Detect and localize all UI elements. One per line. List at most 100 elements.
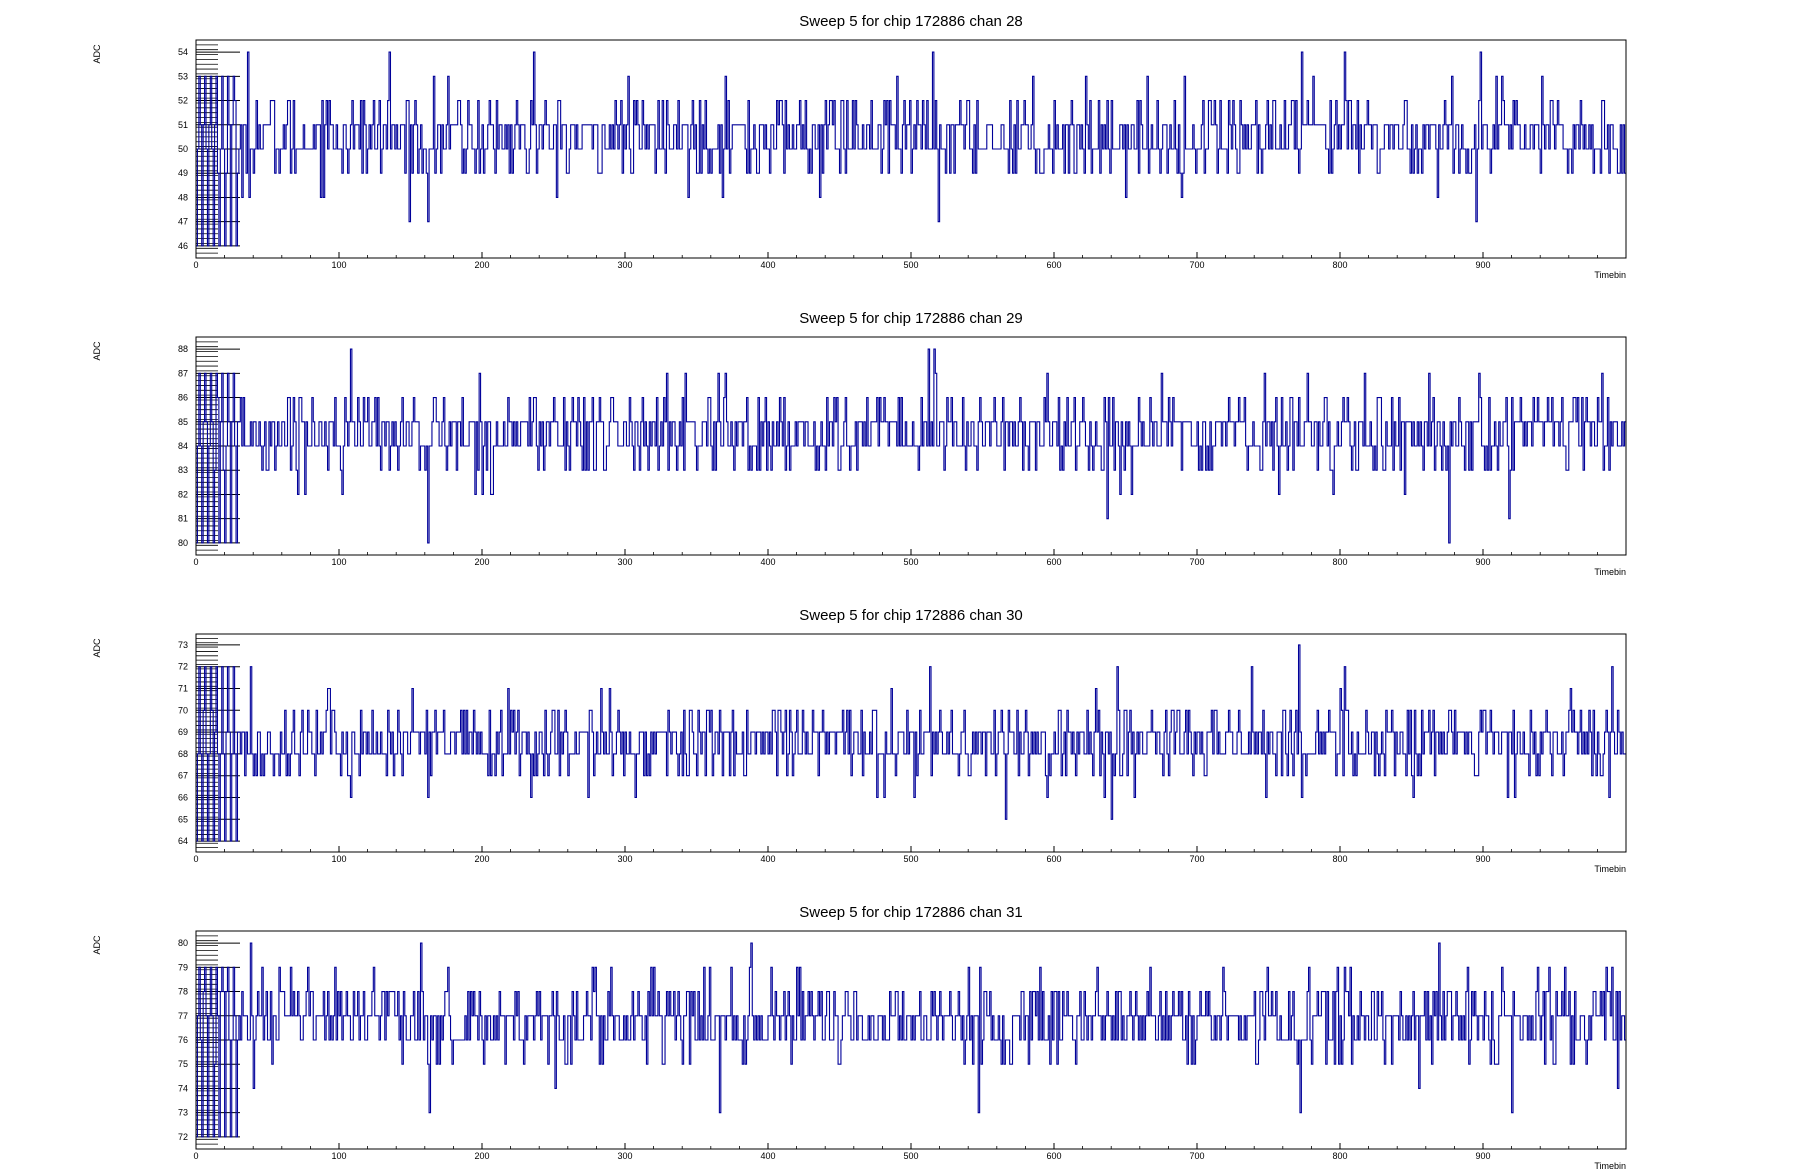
y-tick-label: 71 <box>178 684 188 694</box>
y-tick-label: 86 <box>178 393 188 403</box>
chart-panel-1: Sweep 5 for chip 172886 chan 28 ADC Timebi… <box>92 13 1627 280</box>
y-tick-label: 52 <box>178 96 188 106</box>
x-tick-label: 200 <box>474 260 489 270</box>
x-tick-label: 0 <box>193 1151 198 1161</box>
series-line <box>196 644 1626 842</box>
chart-title: Sweep 5 for chip 172886 chan 31 <box>799 904 1023 921</box>
x-tick-label: 700 <box>1189 557 1204 567</box>
x-tick-label: 300 <box>617 260 632 270</box>
x-tick-label: 600 <box>1046 854 1061 864</box>
chart-title: Sweep 5 for chip 172886 chan 30 <box>799 607 1023 624</box>
y-tick-label: 88 <box>178 344 188 354</box>
y-tick-label: 50 <box>178 144 188 154</box>
x-tick-label: 600 <box>1046 260 1061 270</box>
x-tick-label: 800 <box>1332 1151 1347 1161</box>
plot-frame <box>195 336 1627 556</box>
y-tick-label: 70 <box>178 705 188 715</box>
y-tick-label: 66 <box>178 793 188 803</box>
y-axis-label: ADC <box>92 638 102 658</box>
x-tick-label: 100 <box>331 854 346 864</box>
x-tick-label: 900 <box>1475 260 1490 270</box>
x-tick-label: 300 <box>617 1151 632 1161</box>
y-tick-label: 79 <box>178 962 188 972</box>
x-tick-label: 700 <box>1189 1151 1204 1161</box>
x-tick-label: 200 <box>474 1151 489 1161</box>
y-tick-label: 67 <box>178 771 188 781</box>
y-tick-label: 87 <box>178 368 188 378</box>
x-tick-label: 700 <box>1189 260 1204 270</box>
y-tick-label: 48 <box>178 192 188 202</box>
y-tick-label: 69 <box>178 727 188 737</box>
y-axis-label: ADC <box>92 935 102 955</box>
x-tick-label: 500 <box>903 260 918 270</box>
y-tick-label: 77 <box>178 1011 188 1021</box>
series-line <box>196 942 1626 1138</box>
x-tick-label: 0 <box>193 557 198 567</box>
x-tick-label: 900 <box>1475 557 1490 567</box>
x-tick-label: 400 <box>760 260 775 270</box>
x-tick-label: 200 <box>474 854 489 864</box>
y-tick-label: 75 <box>178 1059 188 1069</box>
x-axis-label: Timebin <box>1594 567 1626 577</box>
x-tick-label: 100 <box>331 1151 346 1161</box>
y-tick-label: 80 <box>178 538 188 548</box>
plot-frame <box>195 39 1627 259</box>
series-line <box>196 51 1626 247</box>
x-tick-label: 400 <box>760 854 775 864</box>
y-tick-label: 47 <box>178 217 188 227</box>
x-tick-label: 100 <box>331 260 346 270</box>
y-tick-label: 78 <box>178 987 188 997</box>
y-tick-label: 65 <box>178 814 188 824</box>
x-axis-label: Timebin <box>1594 270 1626 280</box>
y-tick-label: 49 <box>178 168 188 178</box>
plot-frame <box>195 930 1627 1150</box>
x-tick-label: 600 <box>1046 557 1061 567</box>
x-tick-label: 900 <box>1475 854 1490 864</box>
y-tick-label: 85 <box>178 417 188 427</box>
y-tick-label: 54 <box>178 47 188 57</box>
y-tick-label: 76 <box>178 1035 188 1045</box>
x-tick-label: 700 <box>1189 854 1204 864</box>
y-axis-label: ADC <box>92 44 102 64</box>
y-tick-label: 82 <box>178 489 188 499</box>
x-tick-label: 800 <box>1332 260 1347 270</box>
y-axis-label: ADC <box>92 341 102 361</box>
y-tick-label: 72 <box>178 1132 188 1142</box>
x-tick-label: 500 <box>903 854 918 864</box>
y-tick-label: 72 <box>178 662 188 672</box>
y-tick-label: 74 <box>178 1083 188 1093</box>
x-tick-label: 0 <box>193 260 198 270</box>
panels: Sweep 5 for chip 172886 chan 28 ADC Timebi… <box>92 13 1627 1171</box>
chart-title: Sweep 5 for chip 172886 chan 29 <box>799 310 1023 327</box>
x-tick-label: 500 <box>903 1151 918 1161</box>
x-tick-label: 900 <box>1475 1151 1490 1161</box>
x-tick-label: 0 <box>193 854 198 864</box>
y-tick-label: 53 <box>178 71 188 81</box>
x-tick-label: 800 <box>1332 854 1347 864</box>
y-tick-label: 73 <box>178 1108 188 1118</box>
y-tick-label: 68 <box>178 749 188 759</box>
y-tick-label: 73 <box>178 640 188 650</box>
x-tick-label: 100 <box>331 557 346 567</box>
x-tick-label: 800 <box>1332 557 1347 567</box>
y-tick-label: 81 <box>178 514 188 524</box>
y-tick-label: 80 <box>178 938 188 948</box>
y-tick-label: 64 <box>178 836 188 846</box>
y-tick-label: 84 <box>178 441 188 451</box>
y-tick-label: 46 <box>178 241 188 251</box>
plot-frame <box>195 633 1627 853</box>
chart-panel-2: Sweep 5 for chip 172886 chan 29 ADC Timebi… <box>92 310 1627 577</box>
chart-panel-3: Sweep 5 for chip 172886 chan 30 ADC Timebi… <box>92 607 1627 874</box>
chart-title: Sweep 5 for chip 172886 chan 28 <box>799 13 1023 30</box>
x-tick-label: 400 <box>760 1151 775 1161</box>
x-axis-label: Timebin <box>1594 1161 1626 1171</box>
chart-panel-4: Sweep 5 for chip 172886 chan 31 ADC Timebi… <box>92 904 1627 1171</box>
x-tick-label: 400 <box>760 557 775 567</box>
x-tick-label: 200 <box>474 557 489 567</box>
x-tick-label: 500 <box>903 557 918 567</box>
x-tick-label: 300 <box>617 854 632 864</box>
x-tick-label: 300 <box>617 557 632 567</box>
y-tick-label: 51 <box>178 120 188 130</box>
